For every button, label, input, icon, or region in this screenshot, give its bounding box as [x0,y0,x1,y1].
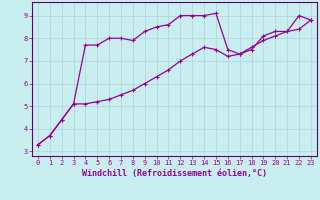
X-axis label: Windchill (Refroidissement éolien,°C): Windchill (Refroidissement éolien,°C) [82,169,267,178]
